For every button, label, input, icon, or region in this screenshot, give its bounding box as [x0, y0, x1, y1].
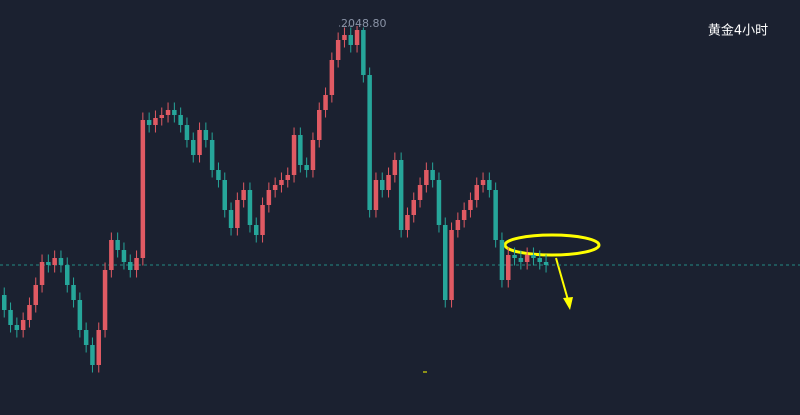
- candle-body: [71, 285, 76, 300]
- candle-body: [499, 240, 505, 280]
- candle-body: [354, 30, 360, 45]
- candle-body: [329, 60, 335, 95]
- candle-body: [146, 120, 152, 125]
- candle-body: [153, 118, 158, 125]
- candle-body: [361, 30, 366, 75]
- candle-body: [487, 180, 492, 190]
- candle-body: [480, 180, 486, 185]
- candle-body: [493, 190, 498, 240]
- candle-body: [178, 115, 183, 125]
- candle-body: [52, 258, 57, 265]
- candle-body: [134, 258, 139, 270]
- candle-body: [33, 285, 38, 305]
- candle-body: [373, 180, 379, 210]
- candle-body: [424, 170, 429, 185]
- candle-body: [291, 135, 297, 175]
- candle-body: [304, 165, 309, 170]
- candle-body: [524, 255, 530, 262]
- candle-body: [260, 205, 265, 235]
- candle-body: [342, 35, 347, 40]
- candle-body: [436, 180, 442, 225]
- candle-body: [518, 258, 524, 262]
- candle-body: [310, 140, 316, 170]
- candle-body: [468, 200, 473, 210]
- highlight-ellipse: [503, 233, 601, 257]
- candle-body: [128, 262, 133, 270]
- candle-body: [531, 255, 536, 258]
- candle-body: [474, 185, 479, 200]
- candle-body: [140, 120, 146, 258]
- annotation-label: 2048.80: [341, 17, 387, 30]
- candle-body: [2, 295, 7, 310]
- candle-body: [14, 325, 20, 330]
- candle-body: [398, 160, 404, 230]
- candle-body: [285, 175, 290, 180]
- candle-body: [90, 345, 95, 365]
- candle-body: [405, 215, 410, 230]
- candle-body: [348, 35, 353, 45]
- candle-body: [203, 130, 209, 140]
- candle-body: [197, 130, 202, 155]
- candle-body: [235, 200, 240, 228]
- candle-body: [443, 225, 448, 300]
- candle-body: [543, 262, 549, 265]
- candle-body: [39, 262, 45, 285]
- candle-body: [83, 330, 89, 345]
- candle-body: [392, 160, 398, 175]
- candle-body: [115, 240, 120, 250]
- candle-body: [109, 240, 114, 270]
- candle-body: [317, 110, 322, 140]
- candle-body: [27, 305, 32, 320]
- candle-body: [430, 170, 435, 180]
- candle-body: [386, 175, 391, 190]
- arrow-head: [563, 297, 573, 310]
- candle-body: [455, 220, 461, 230]
- candle-body: [266, 190, 272, 205]
- candle-body: [241, 190, 246, 200]
- candle-body: [298, 135, 303, 165]
- candle-body: [512, 255, 517, 258]
- candle-body: [96, 330, 101, 365]
- arrow-shaft: [555, 257, 569, 301]
- candle-body: [159, 115, 164, 118]
- candle-body: [247, 190, 253, 225]
- candle-body: [506, 255, 511, 280]
- candle-body: [209, 140, 215, 170]
- candle-body: [279, 180, 284, 185]
- candle-body: [323, 95, 328, 110]
- candle-body: [367, 75, 372, 210]
- candle-body: [537, 258, 542, 262]
- candle-body: [184, 125, 190, 140]
- candle-body: [228, 210, 234, 228]
- chart-title: 黄金4小时: [708, 23, 768, 39]
- candle-body: [65, 265, 70, 285]
- candle-body: [8, 310, 13, 325]
- candle-body: [165, 110, 171, 115]
- candle-body: [77, 300, 83, 330]
- candle-body: [191, 140, 196, 155]
- candle-body: [58, 258, 64, 265]
- candle-body: [461, 210, 467, 220]
- candle-body: [121, 250, 127, 262]
- candle-body: [222, 180, 227, 210]
- candle-body: [411, 200, 416, 215]
- candle-body: [46, 262, 51, 265]
- candle-body: [417, 185, 423, 200]
- candle-body: [20, 320, 26, 330]
- candle-body: [216, 170, 221, 180]
- candle-body: [380, 180, 385, 190]
- candle-body: [449, 230, 454, 300]
- candle-body: [335, 40, 341, 60]
- candle-body: [254, 225, 259, 235]
- candle-body: [172, 110, 177, 115]
- candle-body: [102, 270, 108, 330]
- candle-body: [272, 185, 278, 190]
